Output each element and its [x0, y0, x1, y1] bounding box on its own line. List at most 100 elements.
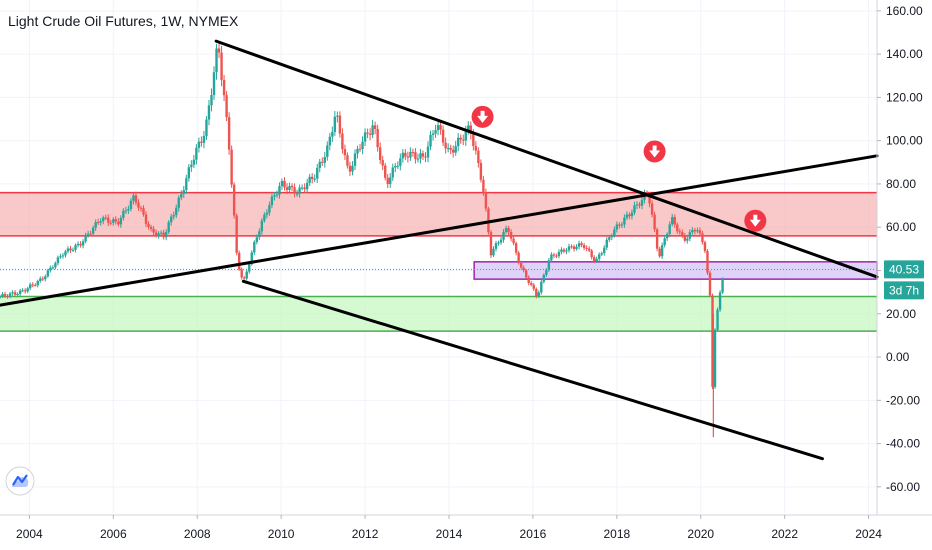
- candle-body: [676, 224, 679, 232]
- candle-body: [235, 215, 238, 253]
- countdown-value: 3d 7h: [889, 283, 919, 297]
- candle-body: [225, 95, 228, 118]
- last-price-badge: 40.53 3d 7h: [884, 260, 924, 300]
- candle-body: [215, 48, 218, 73]
- candle-body: [492, 248, 495, 256]
- candle-body: [159, 232, 163, 234]
- candle-body: [363, 132, 367, 142]
- candle-body: [248, 264, 251, 272]
- candle-body: [84, 234, 87, 242]
- tradingview-logo-icon[interactable]: [5, 466, 35, 496]
- x-tick-label: 2022: [771, 527, 798, 541]
- x-tick-label: 2020: [687, 527, 714, 541]
- candle-body: [655, 229, 659, 249]
- candle-body: [660, 245, 664, 257]
- candle-body: [618, 224, 621, 226]
- candle-body: [504, 228, 508, 233]
- zone-support: [0, 296, 877, 332]
- candle-body: [499, 239, 503, 243]
- candle-body: [366, 132, 369, 134]
- markers: [471, 105, 767, 232]
- candle-body: [459, 137, 462, 140]
- y-tick-label: -40.00: [886, 437, 920, 451]
- candle-body: [708, 272, 712, 296]
- candle-body: [411, 151, 415, 153]
- candle-body: [41, 278, 45, 280]
- candle-body: [102, 217, 105, 222]
- candle-body: [348, 165, 352, 172]
- down-arrow-icon: [471, 105, 494, 128]
- candle-body: [436, 125, 440, 131]
- candle-body: [36, 281, 39, 286]
- candle-body: [562, 249, 566, 252]
- candle-body: [479, 162, 483, 180]
- candle-body: [585, 247, 588, 249]
- candle-body: [164, 232, 168, 238]
- candle-body: [678, 231, 681, 233]
- candle-body: [469, 125, 473, 135]
- x-tick-label: 2008: [184, 527, 211, 541]
- candle-body: [512, 238, 515, 244]
- candle-body: [409, 151, 412, 158]
- candle-body: [421, 153, 425, 157]
- candle-body: [51, 267, 55, 269]
- candle-body: [683, 235, 687, 241]
- x-axis-ticks: 2004 2006 2008 2010 2012 2014 2016 2018 2020 2022…: [16, 515, 882, 541]
- candle-body: [703, 242, 707, 252]
- candle-body: [69, 248, 72, 251]
- candle-body: [507, 228, 510, 233]
- candle-body: [192, 159, 196, 165]
- candle-body: [61, 255, 65, 257]
- candle-body: [23, 290, 27, 292]
- candle-body: [587, 248, 591, 251]
- candle-body: [630, 212, 634, 217]
- candle-body: [462, 139, 465, 141]
- candle-body: [96, 222, 100, 224]
- candle-body: [76, 243, 80, 246]
- y-tick-label: 60.00: [886, 220, 916, 234]
- candle-body: [341, 133, 344, 150]
- candle-body: [187, 167, 191, 179]
- candle-body: [336, 115, 339, 117]
- candle-body: [464, 131, 467, 141]
- candle-body: [157, 233, 160, 236]
- x-tick-label: 2010: [268, 527, 295, 541]
- candle-body: [142, 208, 145, 215]
- candle-body: [177, 197, 180, 208]
- x-tick-label: 2012: [352, 527, 379, 541]
- candle-body: [577, 243, 581, 247]
- candle-body: [381, 159, 384, 166]
- candle-body: [132, 195, 135, 201]
- candle-body: [681, 232, 684, 236]
- candle-body: [117, 221, 120, 225]
- candle-body: [321, 161, 324, 163]
- candle-body: [74, 245, 77, 250]
- candle-body: [698, 230, 702, 234]
- candle-body: [537, 292, 540, 297]
- x-tick-label: 2004: [16, 527, 43, 541]
- candle-body: [668, 224, 671, 235]
- candle-body: [444, 142, 447, 149]
- candle-body: [285, 187, 289, 190]
- candle-body: [13, 292, 17, 295]
- candle-body: [81, 241, 85, 246]
- candle-body: [66, 248, 70, 252]
- candle-body: [290, 185, 294, 188]
- candle-body: [598, 254, 601, 259]
- candle-body: [489, 232, 493, 256]
- candle-body: [487, 208, 490, 233]
- candle-body: [361, 141, 364, 149]
- candle-body: [1, 293, 4, 297]
- candle-body: [665, 234, 669, 239]
- y-tick-label: 20.00: [886, 307, 916, 321]
- candle-body: [56, 257, 60, 264]
- candle-body: [34, 285, 37, 287]
- candle-body: [316, 167, 319, 179]
- candle-body: [255, 237, 259, 242]
- candle-body: [79, 243, 82, 246]
- candle-body: [603, 247, 606, 254]
- candle-body: [718, 292, 722, 310]
- candle-body: [434, 130, 437, 134]
- candle-body: [441, 129, 445, 143]
- candle-body: [610, 235, 614, 238]
